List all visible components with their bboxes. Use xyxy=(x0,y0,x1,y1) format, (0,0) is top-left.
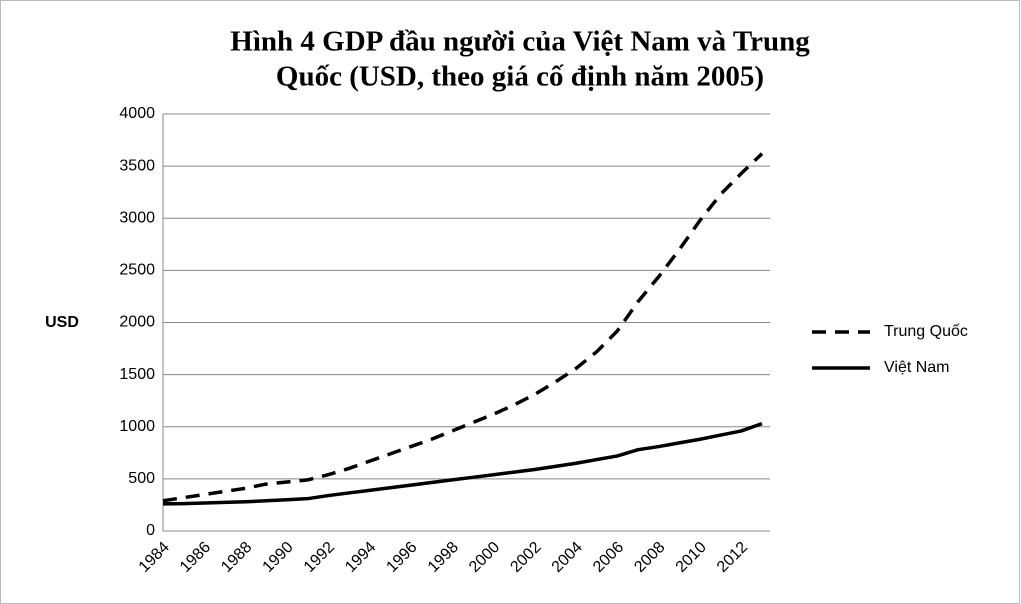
chart-title: Hình 4 GDP đầu người của Việt Nam và Tru… xyxy=(230,26,810,58)
chart-title: Quốc (USD, theo giá cố định năm 2005) xyxy=(276,61,764,93)
legend-label: Trung Quốc xyxy=(884,323,968,340)
y-tick-label: 1000 xyxy=(119,418,155,435)
y-tick-label: 3000 xyxy=(119,209,155,226)
y-tick-label: 0 xyxy=(146,522,155,539)
y-tick-label: 500 xyxy=(128,470,155,487)
legend-label: Việt Nam xyxy=(884,359,950,376)
y-tick-label: 1500 xyxy=(119,366,155,383)
line-series xyxy=(162,152,764,503)
y-tick-label: 3500 xyxy=(119,157,155,174)
y-axis-label: USD xyxy=(45,314,79,331)
y-tick-label: 2000 xyxy=(119,314,155,331)
line-series xyxy=(162,421,763,506)
y-tick-label: 2500 xyxy=(119,262,155,279)
y-tick-label: 4000 xyxy=(119,105,155,122)
